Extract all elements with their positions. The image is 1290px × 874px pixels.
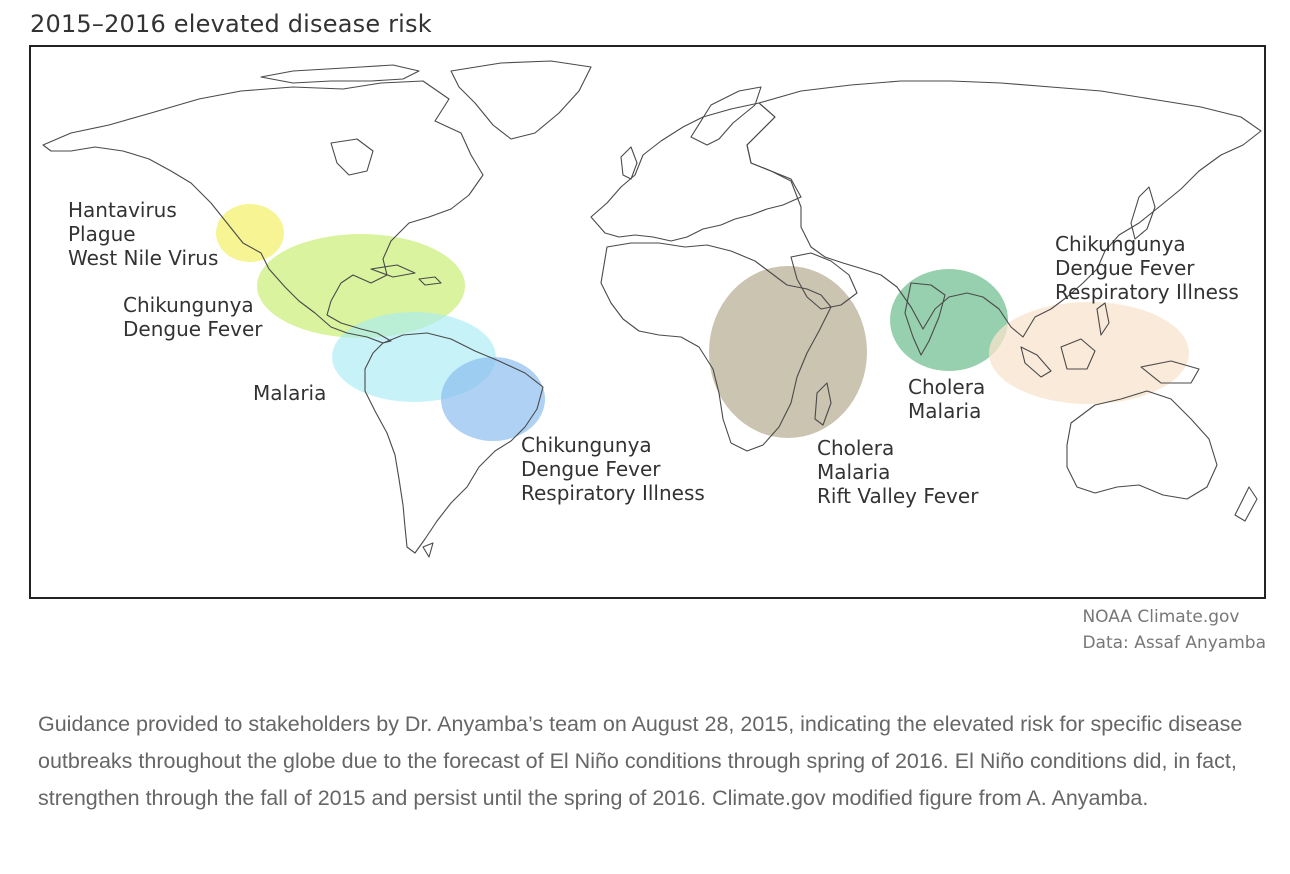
disease-label: Chikungunya	[1055, 232, 1186, 256]
risk-zones	[216, 204, 1189, 441]
risk-zone-western-us	[216, 204, 284, 262]
disease-label: Respiratory Illness	[521, 481, 705, 505]
risk-zone-southeast-asia	[989, 302, 1189, 404]
madagascar	[814, 382, 832, 426]
credit-data: Data: Assaf Anyamba	[1082, 633, 1266, 653]
risk-zone-east-africa	[709, 266, 867, 438]
greenland	[450, 60, 592, 140]
label-southeast-asia: Chikungunya Dengue Fever Respiratory Ill…	[1055, 232, 1239, 304]
antarctic-peninsula	[422, 542, 434, 558]
scandinavia	[690, 86, 762, 146]
credit-source: NOAA Climate.gov	[1082, 607, 1240, 627]
disease-label: Chikungunya	[521, 433, 652, 457]
label-brazil: Chikungunya Dengue Fever Respiratory Ill…	[521, 433, 705, 505]
disease-label: Cholera	[908, 375, 986, 399]
australia-outline	[1066, 390, 1218, 500]
caption-text: Guidance provided to stakeholders by Dr.…	[38, 712, 1243, 810]
risk-zone-brazil	[441, 357, 545, 441]
label-south-asia: Cholera Malaria	[908, 375, 985, 423]
disease-label: Malaria	[908, 399, 982, 423]
disease-label: Chikungunya	[123, 293, 254, 317]
japan	[1130, 186, 1156, 240]
disease-label: Respiratory Illness	[1055, 280, 1239, 304]
britain	[620, 146, 638, 180]
disease-label: Dengue Fever	[1055, 256, 1195, 280]
disease-label: Plague	[68, 222, 136, 246]
coastlines	[42, 60, 1262, 558]
europe-outline	[590, 102, 802, 242]
figure-credit: NOAA Climate.gov Data: Assaf Anyamba	[1082, 604, 1266, 656]
disease-label: Dengue Fever	[123, 317, 263, 341]
disease-label: Dengue Fever	[521, 457, 661, 481]
arctic-islands	[260, 64, 420, 84]
risk-zone-south-asia	[890, 269, 1008, 371]
label-central-america-caribbean: Chikungunya Dengue Fever	[123, 293, 263, 341]
risk-zone-central-america-caribbean	[257, 234, 465, 338]
disease-label: Hantavirus	[68, 198, 177, 222]
india	[904, 282, 946, 356]
north-america-outline	[42, 80, 484, 344]
world-map: Hantavirus Plague West Nile Virus Chikun…	[29, 45, 1266, 599]
disease-label: Cholera	[817, 436, 895, 460]
hudson-bay	[330, 138, 374, 176]
asia-outline	[746, 80, 1262, 338]
label-northern-south-america: Malaria	[253, 381, 326, 405]
south-america-outline	[364, 332, 544, 554]
disease-label: Rift Valley Fever	[817, 484, 979, 508]
disease-label: Malaria	[817, 460, 891, 484]
label-east-africa: Cholera Malaria Rift Valley Fever	[817, 436, 978, 508]
new-guinea	[1140, 360, 1200, 384]
borneo	[1060, 338, 1096, 370]
hispaniola	[418, 276, 442, 286]
africa-outline	[600, 242, 832, 452]
world-map-svg	[42, 60, 1262, 558]
cuba	[370, 264, 416, 278]
map-title: 2015–2016 elevated disease risk	[30, 10, 432, 38]
disease-label: Malaria	[253, 381, 327, 405]
arabia	[790, 252, 858, 310]
sumatra	[1020, 346, 1052, 378]
disease-label: West Nile Virus	[68, 246, 219, 270]
figure-caption: Guidance provided to stakeholders by Dr.…	[38, 706, 1253, 817]
philippines	[1096, 302, 1110, 336]
new-zealand	[1234, 486, 1258, 522]
label-western-us: Hantavirus Plague West Nile Virus	[68, 198, 218, 270]
